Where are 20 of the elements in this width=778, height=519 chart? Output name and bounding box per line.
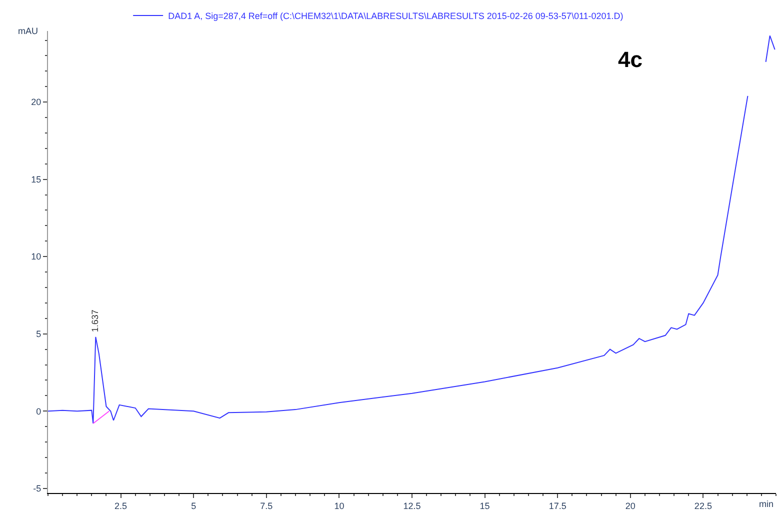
x-tick-label: 10: [334, 500, 344, 511]
x-tick-label: 22.5: [694, 500, 712, 511]
y-tick-label: 10: [31, 252, 42, 262]
y-tick-label: -5: [33, 484, 42, 494]
x-tick-label: 2.5: [114, 500, 128, 511]
legend-label: DAD1 A, Sig=287,4 Ref=off (C:\CHEM32\1\DATA\LABRESULTS\LABRESULTS 2015-02-26 09-53-57\011-0201.D): [168, 11, 624, 22]
x-tick-label: 5: [191, 500, 196, 511]
x-tick-label: 7.5: [260, 500, 273, 511]
text: 4c: [618, 47, 642, 72]
y-tick-label: 0: [36, 406, 42, 416]
x-tick-label: 17.5: [548, 500, 566, 511]
annotation: 1.637: [90, 310, 100, 332]
x-tick-label: 12.5: [403, 500, 421, 511]
y-tick-label: 5: [36, 329, 42, 339]
y-tick-label: 20: [31, 97, 42, 108]
x-tick-label: 15: [480, 500, 490, 511]
y-axis-title: mAU: [18, 26, 38, 36]
y-tick-label: 15: [31, 174, 42, 184]
x-axis-title: min: [759, 499, 774, 509]
x-tick-label: 20: [625, 500, 636, 511]
